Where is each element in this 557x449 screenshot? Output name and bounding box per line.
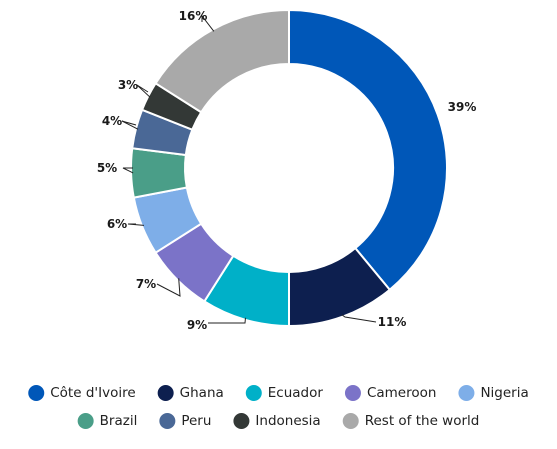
slice-label: 3% [118, 78, 138, 92]
leader-line [156, 278, 181, 297]
slice-label: 16% [179, 9, 208, 23]
slice-label: 5% [97, 161, 117, 175]
legend-marker [245, 385, 262, 401]
legend-label: Ghana [180, 385, 224, 401]
slice-label: 39% [448, 100, 477, 114]
leader-line [122, 167, 134, 174]
leader-line [208, 317, 246, 324]
legend-marker [458, 385, 475, 401]
leader-line [201, 14, 215, 32]
legend-label: Brazil [100, 413, 138, 429]
leader-line [341, 314, 377, 323]
legend-marker [77, 413, 94, 429]
leader-line [136, 84, 151, 98]
legend-marker [159, 413, 176, 429]
legend-marker [28, 385, 45, 401]
legend: Côte d'Ivoire Ghana Ecuador Cameroon Nigeria… [28, 385, 529, 429]
slice-label: 7% [136, 277, 156, 291]
donut-slice [154, 8, 290, 114]
donut-slices [130, 8, 448, 328]
legend-marker [342, 413, 359, 429]
slice-labels: 39% 11% 9% 7% 6% 5% 4% 3% 16% [97, 9, 477, 332]
legend-marker [157, 385, 174, 401]
legend-label: Ecuador [268, 385, 324, 401]
legend-label: Peru [181, 413, 211, 429]
slice-label: 4% [102, 114, 122, 128]
legend-label: Côte d'Ivoire [50, 385, 135, 401]
legend-label: Rest of the world [365, 413, 480, 429]
slice-label: 11% [378, 315, 407, 329]
slice-label: 9% [187, 318, 207, 332]
legend-label: Indonesia [255, 413, 320, 429]
legend-label: Cameroon [367, 385, 436, 401]
legend-marker [344, 385, 361, 401]
legend-label: Nigeria [480, 385, 528, 401]
donut-slice [288, 8, 448, 292]
leader-line [127, 223, 144, 226]
leader-line [121, 120, 139, 130]
legend-marker [233, 413, 250, 429]
slice-label: 6% [107, 217, 127, 231]
